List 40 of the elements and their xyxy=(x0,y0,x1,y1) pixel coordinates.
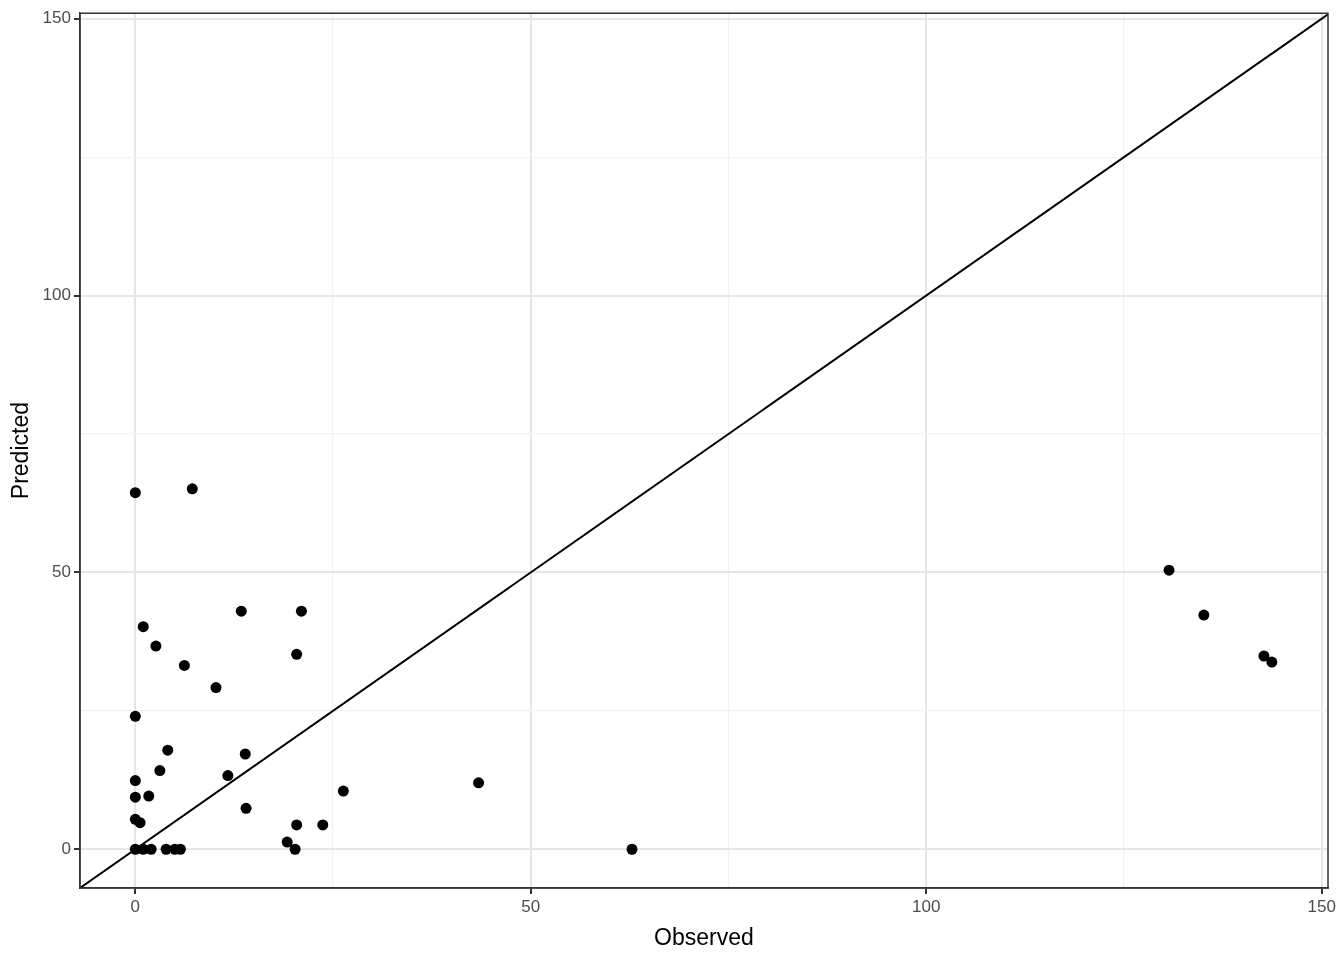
point xyxy=(129,775,141,787)
y-tick-label: 0 xyxy=(61,838,71,858)
y-tick-label: 100 xyxy=(42,285,71,305)
point xyxy=(1163,564,1175,576)
point xyxy=(281,836,293,848)
point xyxy=(210,682,222,694)
point xyxy=(1258,650,1270,662)
point xyxy=(1266,656,1278,668)
x-axis-title: Observed xyxy=(654,923,754,950)
point xyxy=(162,744,174,756)
x-tick-label: 0 xyxy=(130,896,141,916)
point xyxy=(154,765,166,777)
point xyxy=(295,605,307,617)
point xyxy=(289,843,301,855)
point xyxy=(317,819,329,831)
point xyxy=(143,790,155,802)
point xyxy=(137,621,149,633)
point xyxy=(186,483,198,495)
point xyxy=(291,819,303,831)
point xyxy=(178,659,190,671)
point xyxy=(240,802,252,814)
y-tick-label: 50 xyxy=(52,562,71,582)
point xyxy=(129,710,141,722)
point xyxy=(129,487,141,499)
point xyxy=(150,640,162,652)
x-tick-label: 50 xyxy=(521,896,541,916)
y-tick-label: 150 xyxy=(42,8,71,28)
point xyxy=(235,605,247,617)
point xyxy=(337,785,349,797)
x-tick-label: 150 xyxy=(1307,896,1336,916)
point xyxy=(291,648,303,660)
point xyxy=(473,777,485,789)
y-axis-title: Predicted xyxy=(7,402,34,500)
point xyxy=(1198,609,1210,621)
point xyxy=(239,748,251,760)
point xyxy=(129,791,141,803)
point xyxy=(134,817,146,829)
point xyxy=(222,770,234,782)
point xyxy=(626,843,638,855)
x-tick-label: 100 xyxy=(912,896,941,916)
